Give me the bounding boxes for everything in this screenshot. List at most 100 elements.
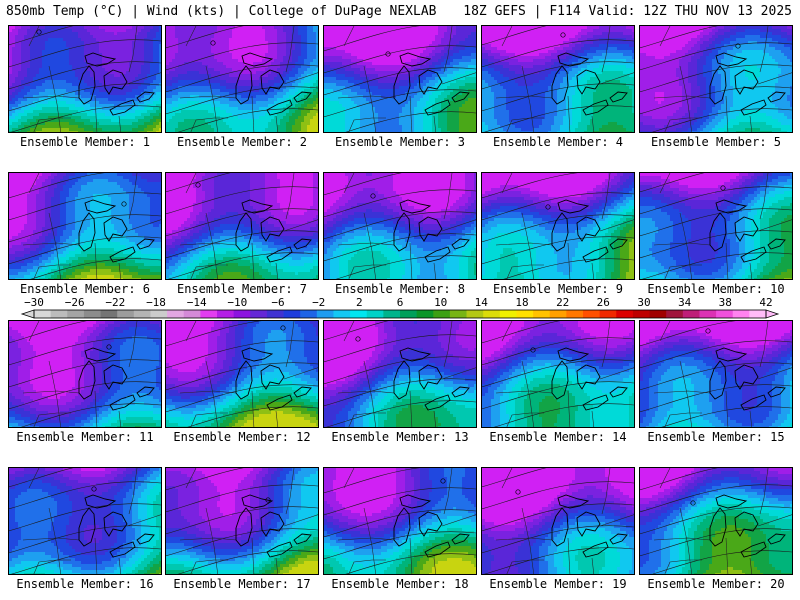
height-contour [482, 337, 634, 366]
state-boundary [664, 117, 702, 132]
state-boundary [363, 65, 377, 132]
great-lake-outline [235, 65, 253, 105]
great-lake-outline [740, 541, 767, 558]
pressure-center-marker [515, 489, 521, 495]
state-boundary [506, 117, 544, 132]
great-lake-outline [260, 364, 285, 390]
state-boundary [601, 468, 611, 515]
colorbar-tick-label: −30 [24, 296, 44, 309]
height-contour [324, 531, 476, 560]
height-contour [640, 186, 792, 215]
great-lake-outline [418, 511, 443, 537]
great-lake-outline [78, 507, 96, 547]
great-lake-outline [576, 69, 601, 95]
state-boundary [757, 367, 792, 380]
height-contour [482, 381, 634, 410]
state-boundary [343, 468, 355, 489]
height-contour [324, 321, 389, 341]
state-boundary [33, 559, 71, 574]
colorbar-arrow-low [20, 309, 35, 319]
state-boundary [757, 219, 792, 232]
colorbar-tick-label: 22 [556, 296, 569, 309]
state-boundary [348, 117, 386, 132]
great-lake-outline [734, 364, 759, 390]
great-lake-outline [451, 533, 470, 545]
state-boundary [495, 242, 553, 246]
height-contour [324, 334, 476, 363]
great-lake-outline [551, 65, 569, 105]
state-boundary [126, 367, 161, 380]
height-contour [187, 406, 318, 427]
height-contour [324, 67, 476, 96]
ensemble-map-panel [323, 172, 477, 280]
height-contour [640, 173, 705, 193]
state-boundary [591, 262, 595, 279]
great-lake-outline [241, 52, 274, 67]
state-boundary [94, 537, 98, 574]
colorbar-tick-label: −10 [227, 296, 247, 309]
great-lake-outline [266, 394, 293, 411]
state-boundary [601, 321, 611, 368]
colorbar-swatch [666, 310, 684, 318]
ensemble-member-label: Ensemble Member: 16 [6, 577, 164, 591]
height-contour [166, 384, 318, 413]
colorbar-tick-label: 26 [597, 296, 610, 309]
great-lake-outline [103, 511, 128, 537]
height-contour [9, 236, 161, 265]
height-contour [9, 337, 161, 366]
ensemble-map-panel [639, 320, 793, 428]
ensemble-map-panel [481, 25, 635, 133]
pressure-center-marker [106, 344, 112, 350]
great-lake-outline [609, 533, 628, 545]
height-contour [661, 406, 792, 427]
state-boundary [749, 262, 753, 279]
height-contour [9, 359, 161, 388]
height-contour [325, 400, 476, 427]
colorbar-tick-label: −22 [105, 296, 125, 309]
state-boundary [94, 390, 98, 427]
state-boundary [433, 557, 437, 574]
state-boundary [591, 557, 595, 574]
colorbar-swatch [117, 310, 135, 318]
great-lake-outline [418, 69, 443, 95]
state-boundary [591, 410, 595, 427]
state-boundary [443, 321, 453, 368]
state-boundary [343, 321, 355, 342]
state-boundary [251, 390, 255, 427]
colorbar-swatch [549, 310, 567, 318]
pressure-center-marker [530, 347, 536, 353]
height-contour [324, 189, 476, 218]
state-boundary [567, 95, 571, 132]
state-boundary [441, 72, 476, 85]
colorbar-swatch [449, 310, 467, 318]
great-lake-outline [709, 65, 727, 105]
great-lake-outline [557, 494, 590, 509]
ensemble-member-label: Ensemble Member: 10 [637, 282, 795, 296]
colorbar-outline [33, 309, 767, 319]
great-lake-outline [551, 212, 569, 252]
height-contour [640, 384, 792, 413]
state-boundary [759, 26, 769, 73]
colorbar-tick-label: 18 [515, 296, 528, 309]
ensemble-member-label: Ensemble Member: 17 [163, 577, 321, 591]
height-contour [10, 547, 161, 574]
state-boundary [179, 390, 237, 394]
ensemble-member-label: Ensemble Member: 2 [163, 135, 321, 149]
state-boundary [664, 264, 702, 279]
state-boundary [495, 390, 553, 394]
pressure-center-marker [385, 51, 391, 57]
height-contour [640, 362, 792, 391]
ensemble-member-label: Ensemble Member: 18 [321, 577, 479, 591]
colorbar-swatch [83, 310, 101, 318]
state-boundary [128, 173, 138, 220]
great-lake-outline [418, 364, 443, 390]
height-contour [166, 64, 318, 93]
state-boundary [275, 557, 279, 574]
colorbar-tick-label: 6 [397, 296, 404, 309]
height-contour [9, 83, 161, 112]
colorbar-swatch [383, 310, 401, 318]
state-boundary [28, 468, 40, 489]
colorbar-swatch [566, 310, 584, 318]
height-contour [166, 506, 318, 535]
colorbar-swatch [50, 310, 68, 318]
